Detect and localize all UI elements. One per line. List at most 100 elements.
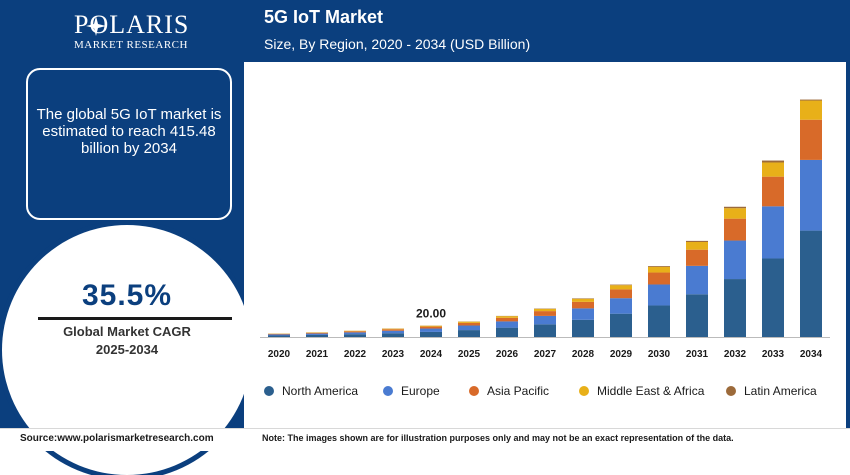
bar-segment-2026-asia-pacific bbox=[496, 318, 518, 322]
bar-segment-2025-asia-pacific bbox=[458, 323, 480, 326]
x-tick-label-2020: 2020 bbox=[268, 349, 291, 360]
legend-label: Latin America bbox=[744, 384, 817, 398]
legend-label: North America bbox=[282, 384, 358, 398]
cagr-label-line1: Global Market CAGR bbox=[2, 323, 252, 341]
bar-segment-2029-asia-pacific bbox=[610, 289, 632, 298]
bar-segment-2031-asia-pacific bbox=[686, 250, 708, 266]
bar-segment-2034-europe bbox=[800, 160, 822, 231]
bar-segment-2020-europe bbox=[268, 334, 290, 335]
bar-segment-2023-north-america bbox=[382, 333, 404, 337]
legend-label: Europe bbox=[401, 384, 440, 398]
bar-segment-2026-north-america bbox=[496, 328, 518, 337]
x-tick-label-2032: 2032 bbox=[724, 349, 747, 360]
bar-segment-2031-middle-east-africa bbox=[686, 242, 708, 250]
bar-segment-2033-europe bbox=[762, 206, 784, 258]
bar-segment-2029-europe bbox=[610, 298, 632, 313]
legend-item-north-america: North America bbox=[264, 384, 358, 398]
bar-segment-2032-asia-pacific bbox=[724, 219, 746, 241]
legend-item-latin-america: Latin America bbox=[726, 384, 817, 398]
bar-segment-2022-asia-pacific bbox=[344, 331, 366, 332]
chart-header: 5G IoT Market Size, By Region, 2020 - 20… bbox=[244, 0, 850, 62]
bar-segment-2025-europe bbox=[458, 326, 480, 331]
bar-segment-2034-latin-america bbox=[800, 100, 822, 101]
data-label-2024: 20.00 bbox=[416, 307, 446, 321]
legend-item-middle-east-africa: Middle East & Africa bbox=[579, 384, 704, 398]
bar-segment-2024-asia-pacific bbox=[420, 327, 442, 329]
x-tick-label-2021: 2021 bbox=[306, 349, 329, 360]
bar-segment-2021-north-america bbox=[306, 335, 328, 337]
bar-segment-2028-asia-pacific bbox=[572, 302, 594, 309]
bar-segment-2024-europe bbox=[420, 329, 442, 332]
cagr-label-line2: 2025-2034 bbox=[2, 341, 252, 359]
bar-segment-2030-north-america bbox=[648, 305, 670, 337]
bar-segment-2030-middle-east-africa bbox=[648, 267, 670, 273]
bar-segment-2033-north-america bbox=[762, 258, 784, 337]
footer: Source:www.polarismarketresearch.com Not… bbox=[0, 428, 850, 451]
bar-segment-2031-north-america bbox=[686, 294, 708, 337]
x-tick-label-2030: 2030 bbox=[648, 349, 671, 360]
bar-segment-2023-asia-pacific bbox=[382, 329, 404, 330]
legend-swatch bbox=[264, 386, 274, 396]
x-tick-label-2022: 2022 bbox=[344, 349, 367, 360]
bar-segment-2029-latin-america bbox=[610, 285, 632, 286]
bar-segment-2025-north-america bbox=[458, 330, 480, 337]
cagr-label: Global Market CAGR 2025-2034 bbox=[2, 323, 252, 359]
bar-segment-2034-asia-pacific bbox=[800, 120, 822, 160]
chart-subtitle: Size, By Region, 2020 - 2034 (USD Billio… bbox=[264, 36, 530, 52]
bar-segment-2024-middle-east-africa bbox=[420, 326, 442, 327]
bar-segment-2023-europe bbox=[382, 331, 404, 334]
bar-segment-2034-middle-east-africa bbox=[800, 101, 822, 120]
cagr-divider bbox=[38, 317, 232, 320]
bar-segment-2028-europe bbox=[572, 308, 594, 319]
legend-swatch bbox=[383, 386, 393, 396]
bar-segment-2030-europe bbox=[648, 284, 670, 305]
x-tick-label-2031: 2031 bbox=[686, 349, 709, 360]
info-box: The global 5G IoT market is estimated to… bbox=[26, 68, 232, 220]
chart-title: 5G IoT Market bbox=[264, 7, 383, 28]
legend-swatch bbox=[726, 386, 736, 396]
bar-segment-2021-asia-pacific bbox=[306, 333, 328, 334]
left-panel: POLARIS MARKET RESEARCH The global 5G Io… bbox=[0, 0, 244, 428]
bar-segment-2033-middle-east-africa bbox=[762, 162, 784, 176]
source-text: Source:www.polarismarketresearch.com bbox=[20, 433, 214, 444]
x-tick-label-2033: 2033 bbox=[762, 349, 785, 360]
x-tick-label-2034: 2034 bbox=[800, 349, 823, 360]
bar-segment-2034-north-america bbox=[800, 231, 822, 337]
x-tick-label-2025: 2025 bbox=[458, 349, 481, 360]
legend-swatch bbox=[579, 386, 589, 396]
brand-name: POLARIS bbox=[74, 10, 189, 40]
bar-segment-2027-middle-east-africa bbox=[534, 309, 556, 311]
bar-segment-2027-europe bbox=[534, 316, 556, 324]
bar-segment-2030-latin-america bbox=[648, 266, 670, 267]
bar-segment-2020-asia-pacific bbox=[268, 334, 290, 335]
cagr-value: 35.5% bbox=[2, 279, 252, 313]
x-tick-label-2028: 2028 bbox=[572, 349, 595, 360]
brand-logo: POLARIS MARKET RESEARCH bbox=[22, 6, 202, 54]
info-text: The global 5G IoT market is estimated to… bbox=[34, 106, 224, 157]
bar-segment-2029-middle-east-africa bbox=[610, 285, 632, 289]
x-tick-label-2026: 2026 bbox=[496, 349, 519, 360]
bar-segment-2030-asia-pacific bbox=[648, 273, 670, 285]
x-tick-label-2024: 2024 bbox=[420, 349, 443, 360]
bar-segment-2026-europe bbox=[496, 321, 518, 327]
bar-segment-2032-europe bbox=[724, 241, 746, 280]
bar-segment-2022-north-america bbox=[344, 334, 366, 337]
chart-legend: North America Europe Asia Pacific Middle Ea… bbox=[244, 384, 846, 408]
bar-segment-2021-europe bbox=[306, 334, 328, 335]
bar-segment-2029-north-america bbox=[610, 314, 632, 337]
bar-segment-2027-north-america bbox=[534, 324, 556, 337]
legend-label: Asia Pacific bbox=[487, 384, 549, 398]
bar-segment-2022-middle-east-africa bbox=[344, 331, 366, 332]
bar-segment-2033-asia-pacific bbox=[762, 177, 784, 207]
bar-segment-2032-latin-america bbox=[724, 207, 746, 208]
bar-segment-2031-latin-america bbox=[686, 241, 708, 242]
bar-segment-2027-asia-pacific bbox=[534, 311, 556, 316]
legend-swatch bbox=[469, 386, 479, 396]
bar-segment-2033-latin-america bbox=[762, 161, 784, 163]
brand-tagline: MARKET RESEARCH bbox=[74, 39, 188, 51]
bar-segment-2028-middle-east-africa bbox=[572, 299, 594, 302]
bar-segment-2032-north-america bbox=[724, 279, 746, 337]
x-tick-label-2023: 2023 bbox=[382, 349, 405, 360]
